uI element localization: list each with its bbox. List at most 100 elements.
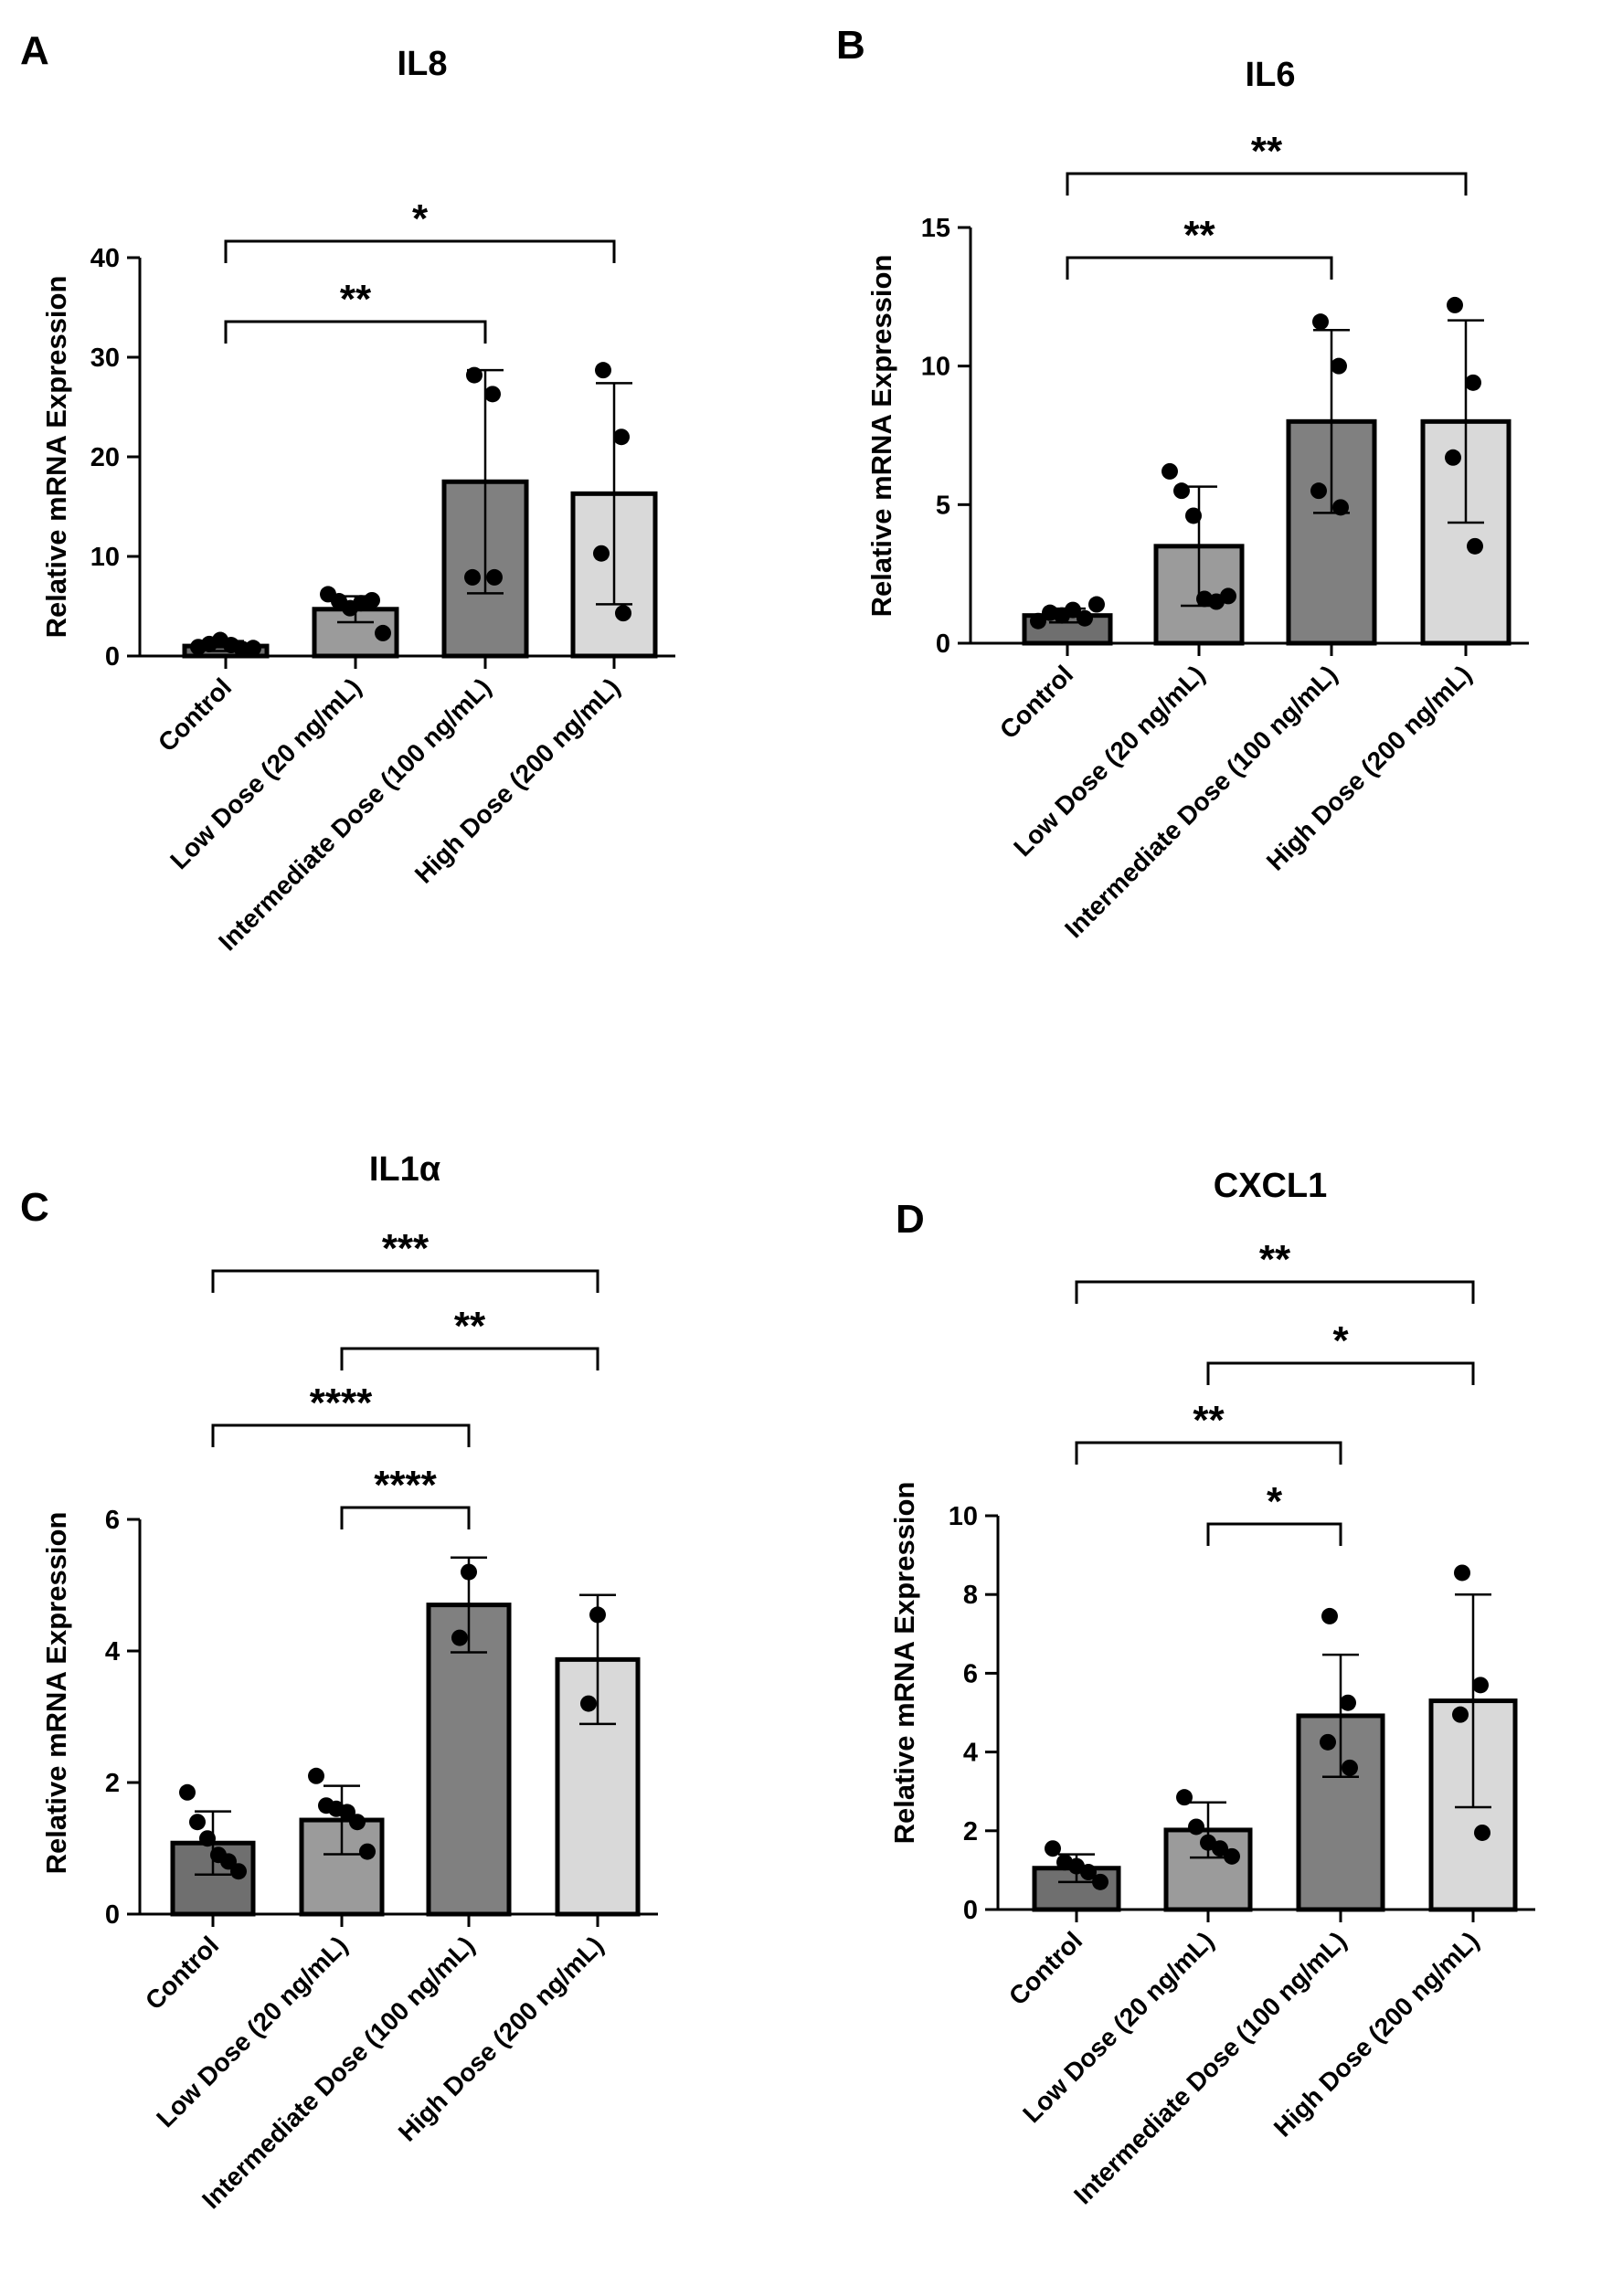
significance-bracket [1206, 1522, 1342, 1546]
y-tick-label: 0 [936, 630, 950, 659]
data-point [615, 605, 631, 622]
significance-bracket [1066, 172, 1468, 196]
panel-letter: B [836, 23, 865, 68]
data-point [1310, 482, 1327, 500]
data-point [1220, 587, 1236, 605]
y-tick-label: 2 [963, 1817, 978, 1846]
significance-label: ** [1183, 213, 1215, 258]
chart-title: IL6 [1246, 56, 1296, 94]
data-point [1173, 482, 1190, 500]
x-tick-label: Intermediate Dose (100 ng/mL) [1059, 660, 1342, 943]
y-tick-label: 20 [90, 443, 120, 472]
x-tick-label: Control [153, 672, 237, 757]
data-point [1185, 507, 1202, 524]
y-tick-label: 6 [963, 1659, 978, 1688]
data-point [1472, 1677, 1489, 1694]
data-point [613, 429, 630, 446]
data-point [1224, 1847, 1240, 1865]
y-tick-label: 2 [105, 1769, 120, 1798]
data-point [189, 1814, 206, 1831]
panel-b: B IL6 Relative mRNA Expression 0 5 10 15 Con… [836, 23, 1529, 943]
data-point [486, 568, 503, 586]
data-point [230, 1863, 247, 1880]
x-tick-label: Control [994, 660, 1078, 744]
significance-label: * [1332, 1318, 1349, 1363]
data-point [1452, 1706, 1469, 1723]
y-tick-label: 5 [936, 491, 950, 520]
y-tick-label: 4 [105, 1637, 120, 1666]
x-tick-label: High Dose (200 ng/mL) [393, 1931, 609, 2146]
y-tick-label: 15 [921, 214, 950, 243]
panel-letter: D [896, 1197, 925, 1242]
data-point [1077, 609, 1093, 627]
significance-label: ** [1259, 1237, 1291, 1282]
data-point [1342, 1759, 1358, 1776]
data-point [1176, 1789, 1193, 1806]
y-tick-label: 0 [105, 642, 120, 672]
data-point [308, 1767, 324, 1784]
y-tick-label: 0 [105, 1900, 120, 1930]
data-point [364, 591, 380, 608]
y-axis-label: Relative mRNA Expression [40, 1512, 72, 1875]
chart-title: CXCL1 [1214, 1167, 1328, 1205]
data-point [1312, 313, 1329, 331]
x-tick-label: Intermediate Dose (100 ng/mL) [1068, 1926, 1352, 2209]
chart-title: IL8 [398, 45, 448, 83]
significance-bracket [1075, 1280, 1475, 1304]
y-tick-label: 8 [963, 1581, 978, 1610]
panel-d: D CXCL1 Relative mRNA Expression 0 2 4 6 8 10… [888, 1167, 1535, 2209]
data-point [593, 545, 610, 562]
data-point [1474, 1824, 1490, 1841]
significance-label: * [412, 196, 429, 241]
significance-label: *** [382, 1226, 430, 1271]
significance-label: ** [1193, 1398, 1225, 1443]
panel-letter: C [20, 1185, 49, 1230]
data-point [245, 640, 261, 657]
y-axis-label: Relative mRNA Expression [40, 276, 72, 639]
y-axis-label: Relative mRNA Expression [865, 255, 897, 618]
y-tick-label: 40 [90, 244, 120, 273]
data-point [451, 1629, 468, 1646]
significance-bracket [224, 239, 616, 263]
data-point [1045, 1840, 1061, 1857]
data-point [1465, 374, 1481, 391]
data-point [199, 1830, 216, 1847]
panel-c: C IL1α Relative mRNA Expression 0 2 4 6 Cont… [20, 1150, 658, 2214]
y-tick-label: 10 [949, 1502, 978, 1531]
data-point [1092, 1873, 1109, 1890]
data-point [375, 624, 391, 641]
x-tick-label: Control [1003, 1926, 1087, 2010]
significance-bracket [1066, 256, 1333, 280]
y-axis-label: Relative mRNA Expression [888, 1482, 920, 1845]
x-tick-label: Control [140, 1931, 224, 2015]
y-tick-label: 0 [963, 1896, 978, 1925]
bar [426, 1603, 512, 1917]
data-point [1030, 612, 1046, 630]
significance-bracket [1206, 1361, 1475, 1385]
data-point [179, 1783, 196, 1801]
x-tick-label: Intermediate Dose (100 ng/mL) [196, 1931, 480, 2214]
significance-label: ** [454, 1304, 486, 1349]
panel-a: A IL8 Relative mRNA Expression 0 10 20 30 40… [20, 28, 675, 956]
data-point [1467, 537, 1483, 555]
data-point [1065, 601, 1081, 619]
chart-title: IL1α [369, 1150, 440, 1189]
data-point [1320, 1733, 1336, 1751]
panel-letter: A [20, 28, 49, 73]
significance-bracket [211, 1423, 471, 1447]
data-point [359, 1843, 376, 1860]
x-tick-label: Intermediate Dose (100 ng/mL) [213, 672, 496, 956]
y-tick-label: 30 [90, 344, 120, 373]
y-tick-label: 6 [105, 1506, 120, 1535]
data-point [461, 1563, 477, 1581]
significance-bracket [340, 1347, 599, 1370]
y-tick-label: 10 [921, 353, 950, 382]
data-point [1447, 296, 1463, 313]
significance-label: **** [310, 1381, 373, 1425]
y-tick-label: 10 [90, 543, 120, 572]
significance-label: ** [1251, 129, 1283, 174]
